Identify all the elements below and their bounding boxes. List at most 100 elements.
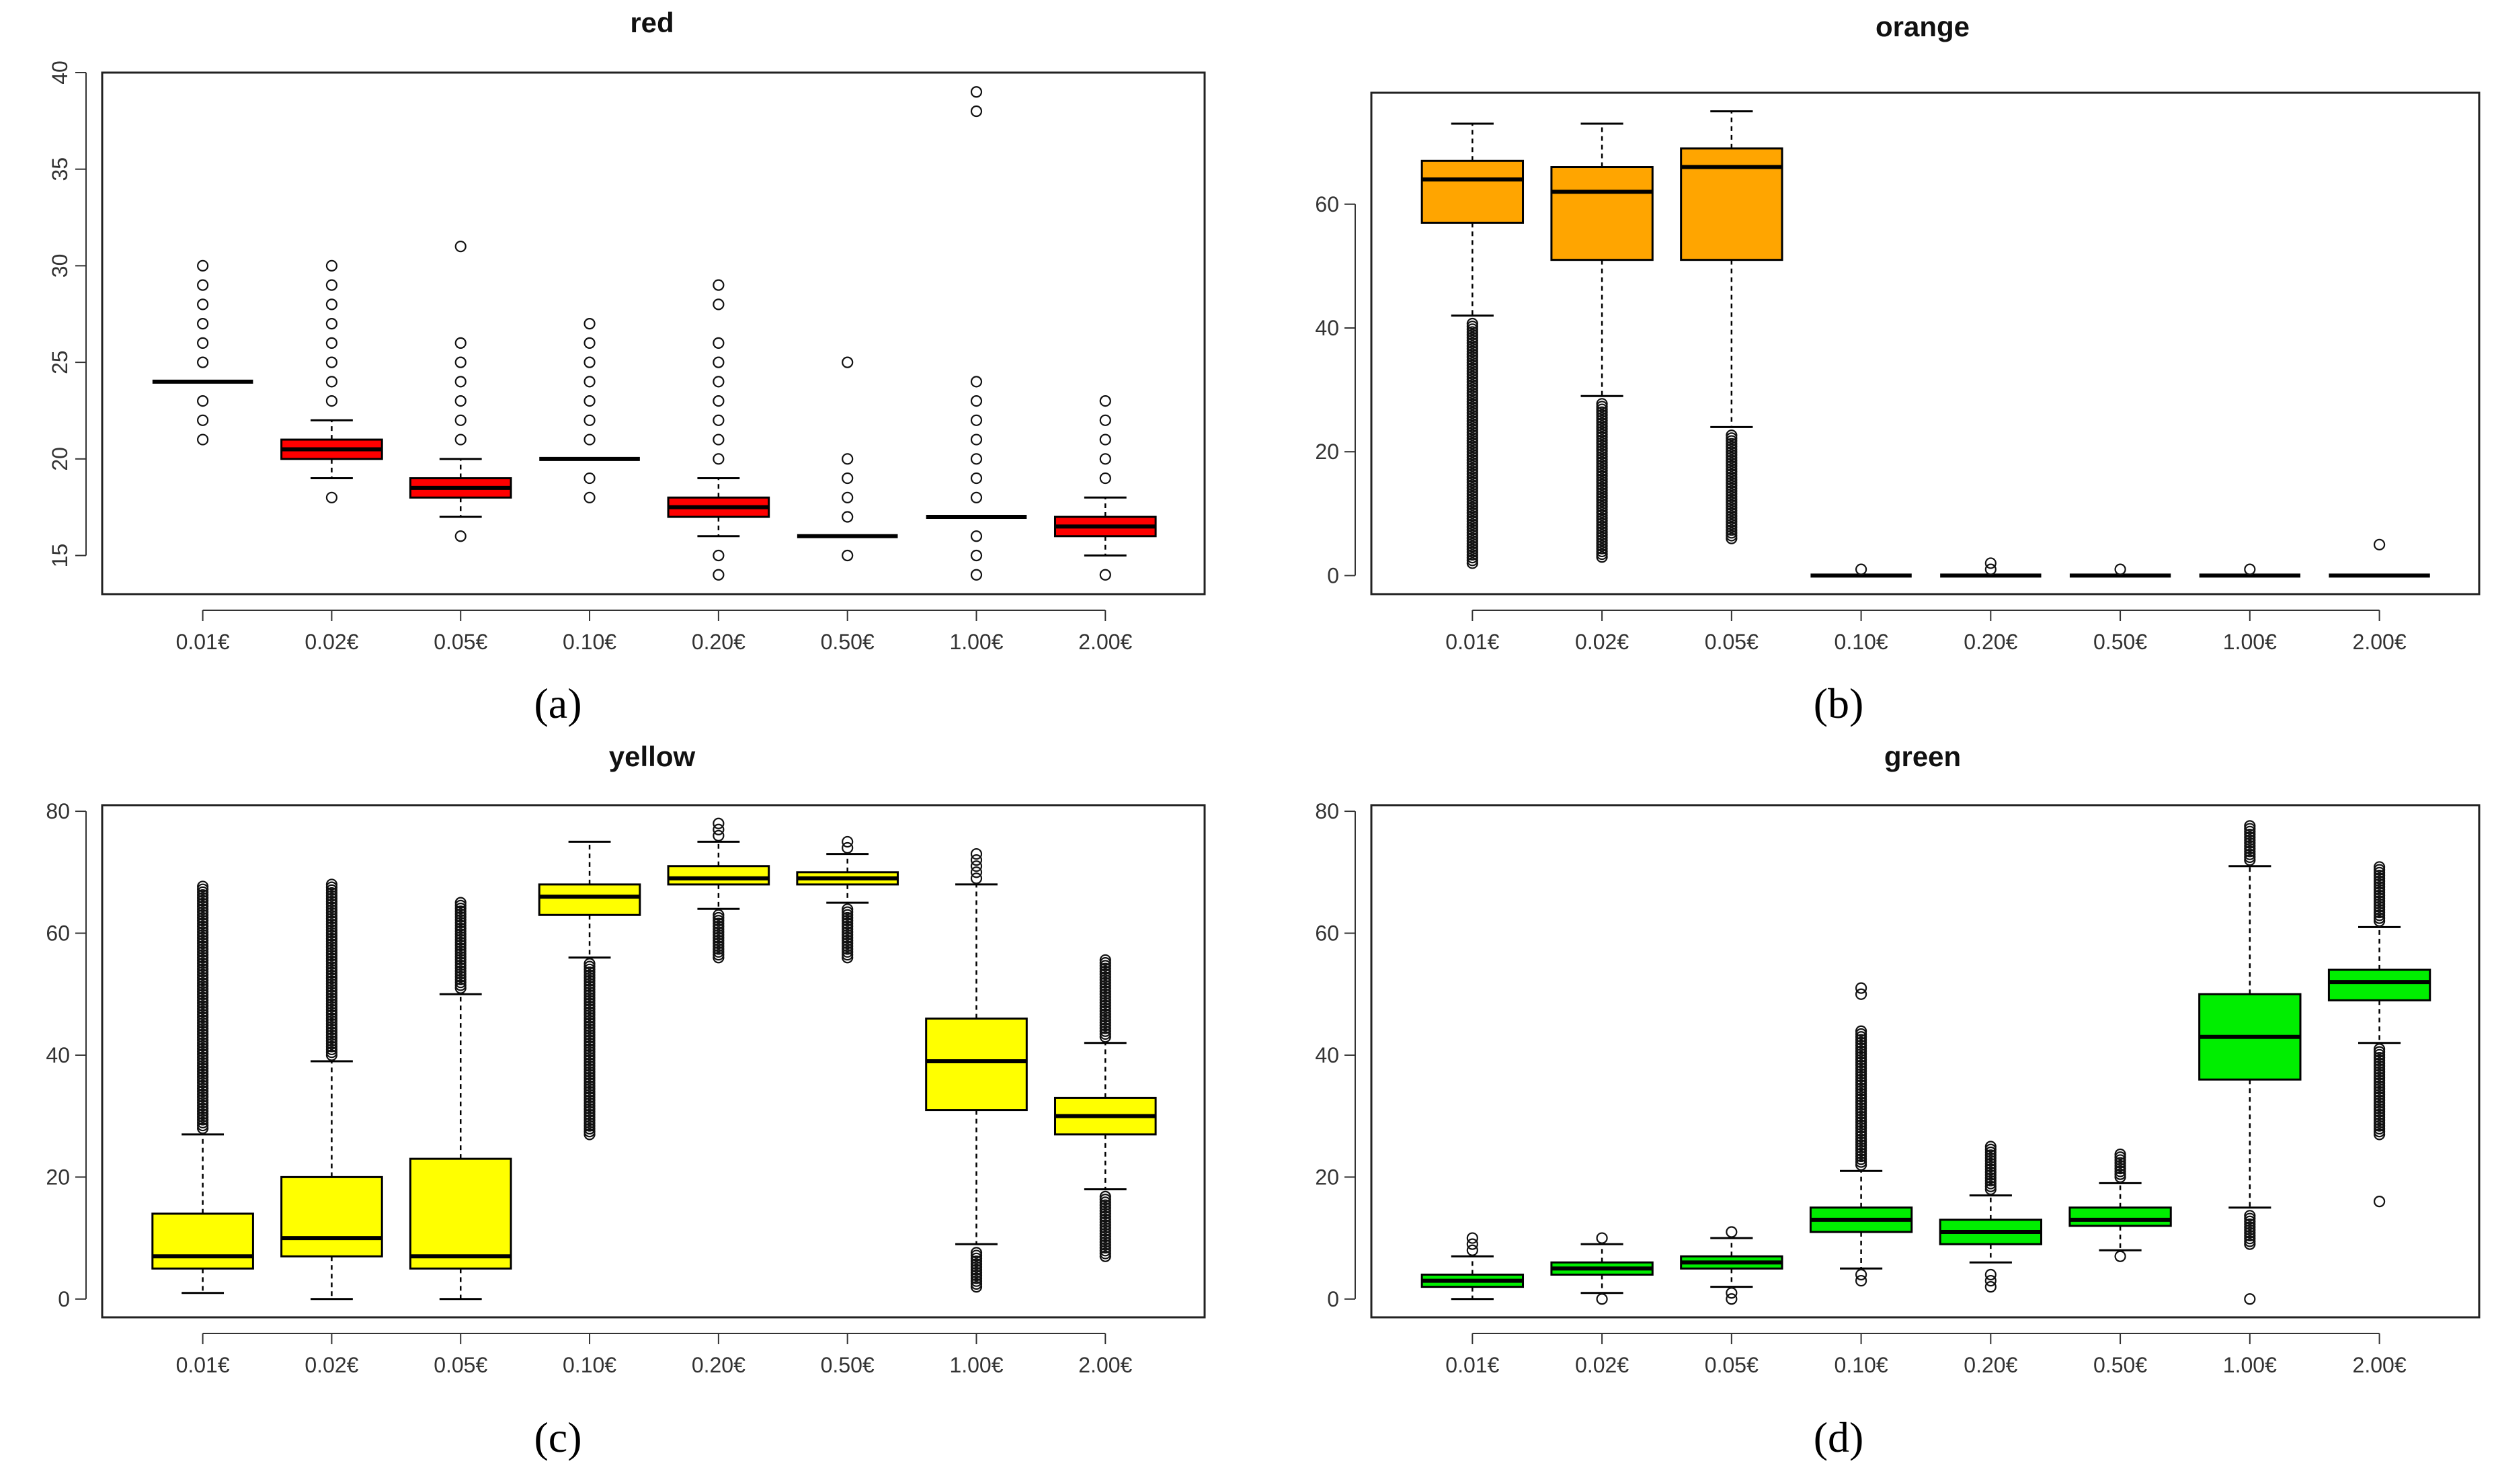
outlier-point	[2373, 1122, 2386, 1135]
outlier-point	[1855, 988, 1867, 1000]
outlier-point	[970, 395, 983, 407]
outlier-point	[583, 318, 596, 330]
y-tick-label: 15	[48, 544, 72, 568]
outlier-point	[583, 992, 596, 1004]
outlier-point	[197, 909, 209, 921]
outlier-point	[1099, 960, 1111, 972]
outlier-point	[197, 997, 209, 1009]
outlier-point	[197, 889, 209, 901]
outlier-point	[197, 963, 209, 975]
outlier-point	[970, 549, 983, 562]
outlier-point	[454, 356, 467, 368]
outlier-point	[583, 1097, 596, 1109]
outlier-point	[842, 946, 854, 958]
outlier-point	[1855, 1028, 1867, 1040]
outlier-point	[197, 1034, 209, 1046]
outlier-point	[970, 569, 983, 581]
outlier-point	[583, 356, 596, 368]
outlier-point	[970, 1247, 983, 1259]
outlier-point	[583, 1066, 596, 1078]
box-yellow-7	[925, 848, 1028, 1293]
outlier-point	[1855, 1130, 1867, 1143]
outlier-point	[583, 1018, 596, 1030]
chart-title-orange: orange	[1876, 11, 1970, 42]
outlier-point	[454, 973, 467, 986]
box-red-4	[539, 318, 640, 503]
outlier-point	[1099, 965, 1111, 977]
outlier-point	[842, 926, 854, 938]
box-red-5	[667, 279, 770, 581]
x-tick-label: 1.00€	[2223, 630, 2277, 654]
outlier-point	[325, 938, 338, 950]
x-tick-label: 0.10€	[1835, 1353, 1888, 1377]
y-tick-label: 80	[1315, 799, 1339, 823]
outlier-point	[713, 932, 725, 944]
outlier-point	[2373, 1051, 2386, 1064]
outlier-point	[583, 1063, 596, 1075]
outlier-point	[197, 883, 209, 895]
outlier-point	[454, 241, 467, 253]
outlier-point	[1855, 1139, 1867, 1151]
outlier-point	[1099, 1028, 1111, 1040]
outlier-point	[1099, 1005, 1111, 1018]
outlier-point	[1855, 1050, 1867, 1063]
outlier-point	[197, 985, 209, 998]
outlier-point	[325, 913, 338, 925]
outlier-point	[2244, 846, 2256, 858]
outlier-point	[2373, 912, 2386, 924]
outlier-point	[2373, 909, 2386, 921]
box-body	[1420, 159, 1525, 224]
outlier-point	[970, 872, 983, 884]
outlier-point	[2244, 851, 2256, 864]
outlier-point	[2373, 1126, 2386, 1138]
outlier-point	[1099, 472, 1111, 485]
outlier-point	[325, 376, 338, 388]
outlier-point	[583, 1111, 596, 1124]
outlier-point	[1984, 1268, 1997, 1281]
outlier-point	[454, 925, 467, 938]
outlier-point	[2114, 563, 2126, 575]
box-yellow-8	[1053, 954, 1157, 1262]
outlier-point	[583, 1126, 596, 1138]
outlier-point	[842, 356, 854, 368]
outlier-point	[325, 950, 338, 962]
y-tick-label: 0	[58, 1287, 70, 1311]
outlier-point	[2373, 866, 2386, 878]
outlier-point	[197, 1040, 209, 1052]
outlier-point	[197, 1014, 209, 1026]
outlier-point	[713, 298, 725, 311]
box-green-7	[2198, 820, 2302, 1305]
chart-title-green: green	[1884, 741, 1961, 772]
outlier-point	[325, 969, 338, 981]
outlier-point	[583, 995, 596, 1007]
x-tick-label: 0.02€	[1575, 630, 1629, 654]
outlier-point	[1099, 1011, 1111, 1023]
plot-area-red: 15 20 25 30 35 40 0.01€ 0.02€ 0.05€ 0.10€ 0.20€ 0.5…	[48, 60, 1157, 654]
outlier-point	[454, 977, 467, 989]
outlier-point	[2373, 1117, 2386, 1129]
outlier-point	[1099, 1239, 1111, 1251]
outlier-point	[713, 920, 725, 932]
outlier-point	[842, 491, 854, 503]
outlier-point	[2244, 1233, 2256, 1245]
outlier-point	[2114, 1163, 2126, 1175]
outlier-point	[325, 992, 338, 1004]
outlier-point	[583, 1003, 596, 1016]
outlier-point	[2373, 1128, 2386, 1141]
outlier-point	[1099, 1199, 1111, 1211]
outlier-point	[2373, 1097, 2386, 1109]
outlier-point	[583, 1120, 596, 1132]
outlier-point	[1855, 1150, 1867, 1163]
outlier-point	[325, 893, 338, 905]
outlier-point	[2373, 538, 2386, 550]
box-orange-3	[1680, 110, 1783, 544]
outlier-point	[713, 823, 725, 835]
outlier-point	[583, 1103, 596, 1115]
outlier-point	[1099, 979, 1111, 992]
outlier-point	[1099, 1014, 1111, 1026]
outlier-point	[197, 1000, 209, 1012]
outlier-point	[197, 991, 209, 1003]
outlier-point	[583, 981, 596, 993]
outlier-point	[197, 886, 209, 899]
box-body	[1550, 166, 1654, 261]
